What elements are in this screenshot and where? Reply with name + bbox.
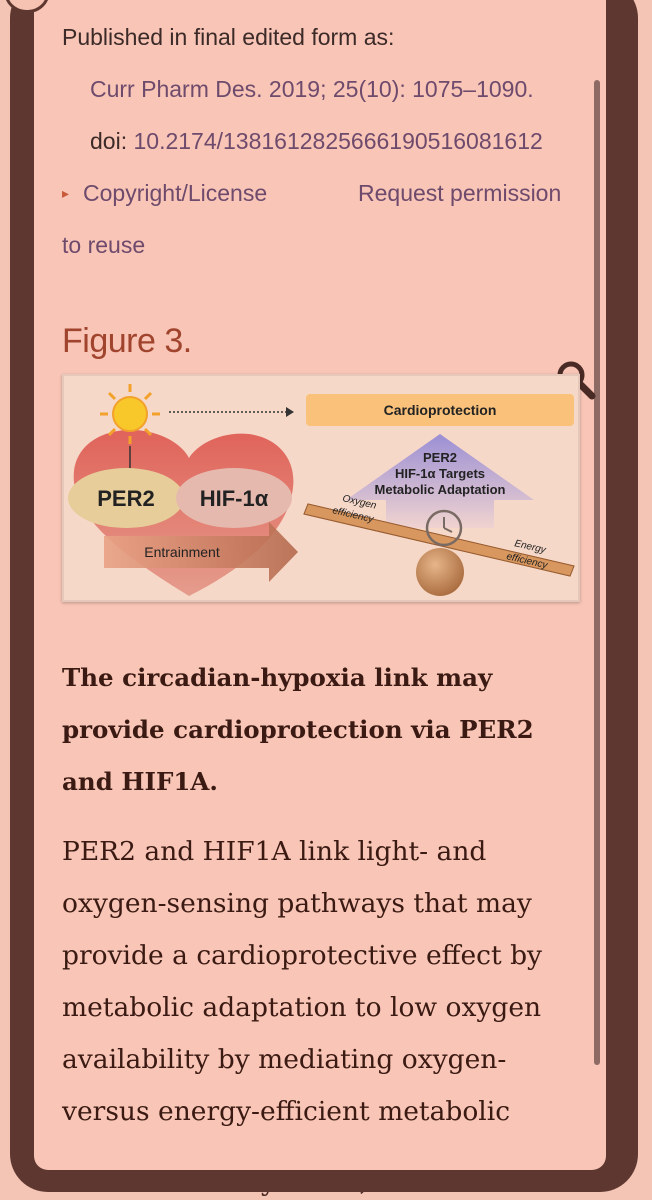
journal-link[interactable]: Curr Pharm Des. 2019; 25(10): 1075–1090. — [90, 76, 534, 103]
permission-label-2: to reuse — [62, 232, 146, 258]
permission-link[interactable]: Request permission — [358, 180, 561, 207]
per2-ellipse — [68, 468, 184, 528]
triangle-right-icon: ▸ — [62, 185, 70, 201]
clock-icon — [425, 509, 463, 547]
doi-prefix: doi: — [90, 128, 134, 154]
figure-image[interactable]: PER2 HIF-1α Entrainment Cardioprotection… — [62, 374, 580, 602]
ball — [416, 548, 464, 596]
figure-diagram: PER2 HIF-1α Entrainment Cardioprotection… — [68, 384, 575, 596]
entrainment-arrow — [104, 522, 298, 582]
permission-link-cont[interactable]: to reuse — [62, 232, 145, 259]
per2-label: PER2 — [97, 486, 154, 511]
doi-link[interactable]: 10.2174/1381612825666190516081612 — [133, 128, 543, 154]
sun-icon — [100, 384, 160, 444]
arrow-line1: PER2 — [423, 450, 457, 465]
figure-caption: The circadian-hypoxia link may provide c… — [62, 663, 534, 796]
published-label: Published in final edited form as: — [62, 24, 395, 50]
entrainment-label: Entrainment — [144, 544, 220, 560]
cardioprotection-label: Cardioprotection — [384, 402, 497, 418]
figure-description: PER2 and HIF1A link light- and oxygen-se… — [62, 836, 543, 1127]
copyright-link[interactable]: Copyright/License — [83, 180, 268, 206]
permission-label: Request permission — [358, 180, 562, 206]
arrow-line2: HIF-1α Targets — [395, 466, 485, 481]
hif1a-ellipse — [176, 468, 292, 528]
copyright-line: ▸ Copyright/License — [62, 180, 267, 207]
scrollbar[interactable] — [594, 80, 600, 1065]
arrow-line3: Metabolic Adaptation — [375, 482, 506, 497]
up-arrow — [346, 434, 534, 528]
figure-modal: Published in final edited form as: Curr … — [34, 0, 606, 1170]
doi-line: doi: 10.2174/1381612825666190516081612 — [90, 128, 543, 155]
hif1a-label: HIF-1α — [200, 486, 269, 511]
journal-text: Curr Pharm Des. 2019; 25(10): 1075–1090. — [90, 76, 534, 102]
figure-title: Figure 3. — [62, 322, 192, 360]
